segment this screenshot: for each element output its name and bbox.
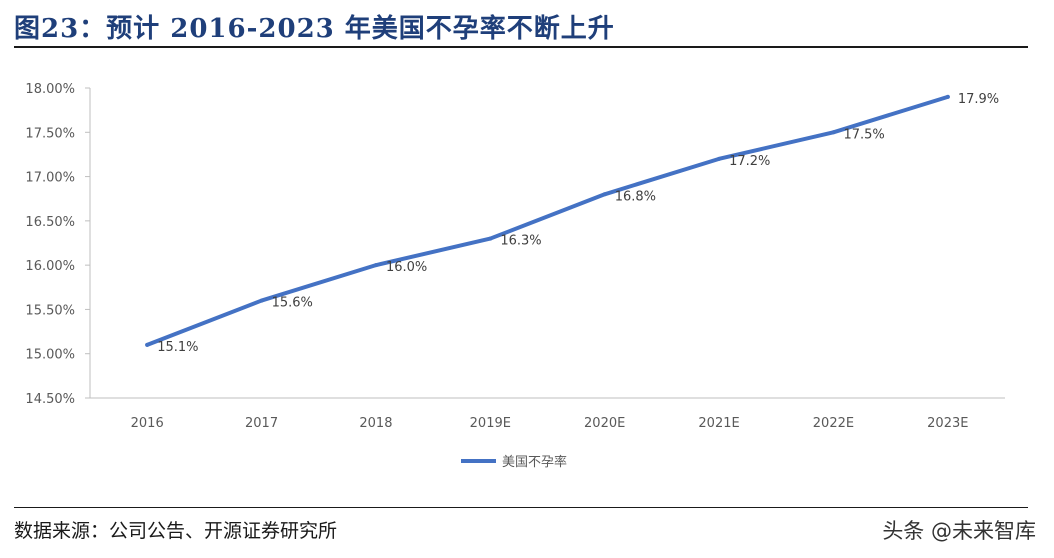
y-tick-label: 16.50% [25,215,75,230]
x-tick-label: 2017 [245,416,278,431]
data-point [945,94,950,99]
y-tick-label: 16.00% [25,259,75,274]
y-tick-label: 17.50% [25,126,75,141]
data-label: 15.1% [157,340,198,355]
data-point [259,298,264,303]
x-tick-label: 2019E [470,416,511,431]
watermark: 头条 @未来智库 [882,519,1036,543]
data-label: 17.9% [958,92,999,107]
x-tick-label: 2018 [359,416,392,431]
line-chart: 14.50% 15.00% 15.50% 16.00% 16.50% 17.00% 17.5… [25,82,1005,470]
x-tick-label: 2023E [927,416,968,431]
data-label: 16.8% [615,189,656,204]
data-point [488,236,493,241]
data-labels: 15.1% 15.6% 16.0% 16.3% 16.8% 17.2% 17.5% 17.9% [157,92,999,355]
y-tick-label: 15.00% [25,348,75,363]
data-point [373,263,378,268]
data-label: 16.0% [386,260,427,275]
data-point [717,156,722,161]
data-point [145,342,150,347]
y-tick-label: 15.50% [25,303,75,318]
y-tick-label: 17.00% [25,171,75,186]
series-line [145,94,950,347]
figure-title: 图23：预计 2016-2023 年美国不孕率不断上升 [14,14,615,44]
data-point [602,192,607,197]
footer-divider [14,507,1028,508]
data-label: 15.6% [272,296,313,311]
y-tick-label: 18.00% [25,82,75,97]
data-label: 17.2% [729,154,770,169]
data-point [831,130,836,135]
legend-label: 美国不孕率 [502,454,567,470]
legend: 美国不孕率 [461,454,567,470]
data-label: 17.5% [843,127,884,142]
x-axis-ticks: 2016 2017 2018 2019E 2020E 2021E 2022E 2023E [131,416,969,431]
title-divider [14,46,1028,48]
x-tick-label: 2022E [813,416,854,431]
x-tick-label: 2021E [698,416,739,431]
y-tick-label: 14.50% [25,392,75,407]
data-label: 16.3% [500,234,541,249]
series-layer [145,94,950,347]
x-tick-label: 2020E [584,416,625,431]
y-axis-ticks: 14.50% 15.00% 15.50% 16.00% 16.50% 17.00% 17.5… [25,82,90,407]
x-tick-label: 2016 [131,416,164,431]
source-note: 数据来源：公司公告、开源证券研究所 [14,520,338,542]
